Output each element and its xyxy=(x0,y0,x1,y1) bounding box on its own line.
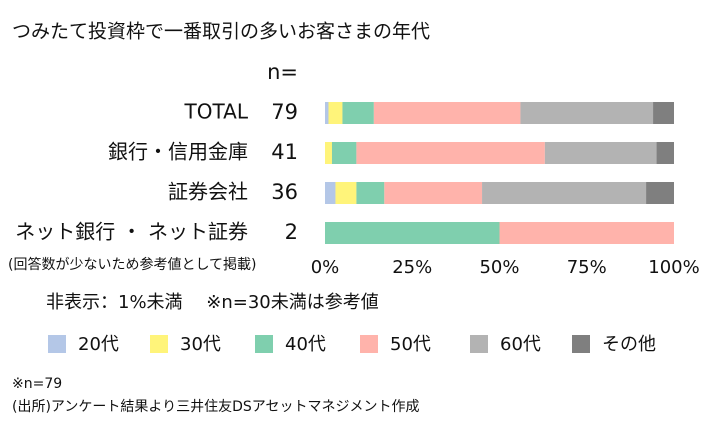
bar-segment xyxy=(482,182,647,204)
legend-swatch xyxy=(360,335,378,353)
x-tick-label: 0% xyxy=(311,257,340,278)
bar-segment xyxy=(325,142,332,164)
category-label: TOTAL xyxy=(184,100,249,124)
legend-swatch xyxy=(255,335,273,353)
bar-segment xyxy=(373,102,521,124)
bar-segment xyxy=(356,182,385,204)
legend-swatch xyxy=(572,335,590,353)
note: (回答数が少ないため参考値として掲載) xyxy=(8,256,257,273)
footnote: ※n=79 xyxy=(12,376,62,392)
note: 非表示：1%未満 ※n=30未満は参考値 xyxy=(46,292,379,313)
n-value: 2 xyxy=(285,220,298,244)
category-label: ネット銀行 ・ ネット証券 xyxy=(15,220,248,244)
bar-segment xyxy=(384,182,483,204)
bar-segment xyxy=(325,182,336,204)
legend-label: 20代 xyxy=(78,334,119,355)
bar-segment xyxy=(520,102,654,124)
legend-swatch xyxy=(48,335,66,353)
bar-segment xyxy=(653,102,674,124)
footnote: (出所)アンケート結果より三井住友DSアセットマネジメント作成 xyxy=(12,399,419,415)
category-label: 銀行・信用金庫 xyxy=(108,140,248,164)
bar-segment xyxy=(342,102,374,124)
bar-segment xyxy=(646,182,674,204)
x-tick-label: 25% xyxy=(392,257,432,278)
x-tick-label: 100% xyxy=(648,257,699,278)
legend-swatch xyxy=(150,335,168,353)
n-header: n= xyxy=(267,60,298,84)
legend-label: 30代 xyxy=(180,334,221,355)
bar-segment xyxy=(335,182,357,204)
n-value: 36 xyxy=(271,180,298,204)
x-tick-label: 75% xyxy=(567,257,607,278)
bar-segment xyxy=(544,142,657,164)
chart-title: つみたて投資枠で一番取引の多いお客さまの年代 xyxy=(12,21,430,43)
bar-segment xyxy=(331,142,357,164)
legend-label: その他 xyxy=(602,334,656,355)
bar-segment xyxy=(325,102,329,124)
bar-segment xyxy=(328,102,343,124)
bar-segment xyxy=(325,222,500,244)
bar-segment xyxy=(656,142,674,164)
legend-swatch xyxy=(470,335,488,353)
legend-label: 50代 xyxy=(390,334,431,355)
n-value: 79 xyxy=(271,100,298,124)
bar-segment xyxy=(356,142,545,164)
legend-label: 60代 xyxy=(500,334,541,355)
n-value: 41 xyxy=(271,140,298,164)
x-tick-label: 50% xyxy=(479,257,519,278)
bar-segment xyxy=(499,222,674,244)
category-label: 証券会社 xyxy=(168,180,248,204)
legend-label: 40代 xyxy=(285,334,326,355)
